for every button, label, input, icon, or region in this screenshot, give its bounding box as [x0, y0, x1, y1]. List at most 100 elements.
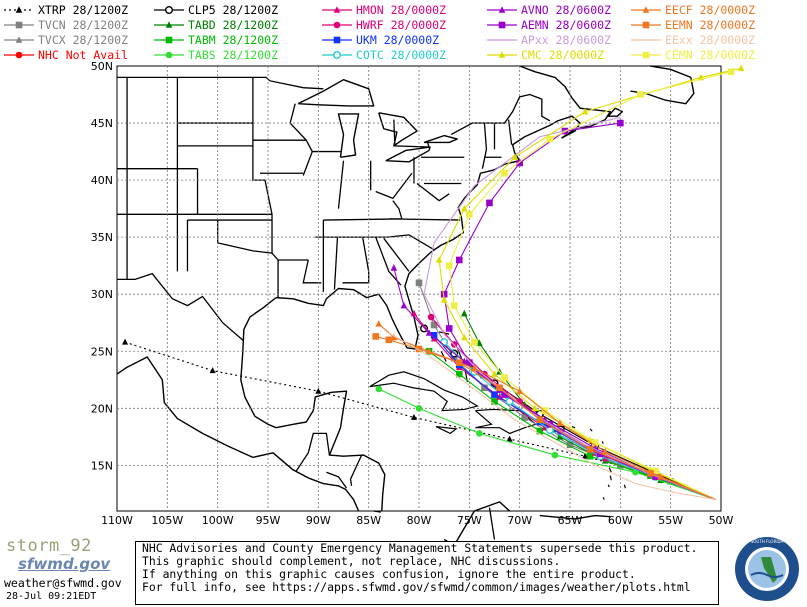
track-point-tabd	[476, 339, 483, 347]
track-point-cotc	[440, 338, 449, 347]
track-point-cemn	[466, 211, 473, 218]
legend-label: EEMN 28/0000Z	[665, 18, 756, 32]
track-apxx	[423, 116, 717, 501]
legend-label: TVCX 28/1200Z	[38, 33, 129, 47]
map-frame	[116, 65, 722, 512]
legend-swatch-nhc	[4, 51, 34, 59]
legend-marker-cemn	[642, 51, 650, 59]
track-point-tabd	[556, 433, 564, 440]
track-point-aemn	[516, 159, 523, 167]
legend-label: CEMN 28/0000Z	[665, 48, 756, 62]
track-point-xtrp	[209, 367, 216, 374]
disclaimer-line: For full info, see https://apps.sfwmd.go…	[142, 580, 691, 594]
lat-label: 30N	[91, 288, 113, 301]
track-point-cmc	[435, 256, 443, 263]
legend-label: AVNO 28/0600Z	[521, 3, 612, 17]
legend-swatch-xtrp	[4, 6, 34, 13]
border-line	[387, 234, 435, 251]
track-point-cmc	[461, 333, 468, 341]
island-outline	[571, 426, 576, 429]
track-point-avno	[425, 329, 433, 336]
track-point-xtrp	[315, 387, 322, 394]
track-line-eexx	[388, 332, 717, 501]
border-line	[295, 432, 331, 472]
lake-outline	[423, 134, 458, 144]
track-point-eecf	[390, 333, 398, 341]
track-point-tabm	[536, 427, 544, 435]
legend-label: TABS 28/1200Z	[188, 48, 279, 62]
legend-swatch-tabs	[154, 51, 184, 59]
track-point-cemn	[471, 338, 478, 346]
border-line	[326, 471, 348, 489]
lon-label: 90W	[306, 514, 331, 527]
island-outline	[474, 408, 537, 435]
lat-label: 25N	[91, 345, 113, 358]
track-point-eecf	[556, 419, 564, 426]
legend-swatch-cemn	[631, 51, 661, 59]
track-point-cmc	[440, 296, 448, 303]
legend-swatch-apxx	[487, 39, 517, 41]
track-point-xtrp	[122, 338, 129, 345]
legend-marker-tabs	[165, 51, 173, 59]
longitude-labels: 110W 105W 100W 95W 90W 85W 80W 75W 70W 65W 60W 55W 5…	[101, 514, 733, 527]
legend-marker-tvcx	[15, 36, 23, 43]
legend-swatch-eemn	[631, 21, 661, 29]
border-line	[302, 259, 322, 284]
legend-swatch-ukm	[322, 36, 352, 44]
sfwmd-logo-text: sfwmd.gov	[18, 555, 111, 573]
lon-label: 110W	[101, 514, 133, 527]
track-point-eemn	[586, 446, 594, 453]
track-point-tabm	[586, 452, 594, 460]
legend-swatch-tvcn	[4, 21, 34, 29]
legend-label: COTC 28/0000Z	[356, 48, 447, 62]
island-outline	[589, 428, 593, 432]
track-point-eecf	[516, 387, 523, 394]
track-point-tvcn	[415, 279, 423, 287]
legend-swatch-tabd	[154, 21, 184, 28]
model-tracks	[122, 64, 745, 501]
track-point-tabs	[476, 430, 483, 437]
track-point-avno	[461, 357, 468, 365]
track-line-apxx	[423, 116, 717, 501]
track-point-xtrp	[582, 452, 589, 459]
legend-swatch-clp5	[154, 5, 184, 14]
track-point-eecf	[375, 320, 383, 327]
track-point-tabm	[455, 370, 463, 378]
legend-marker-hmon	[333, 6, 341, 13]
legend-swatch-cmc	[487, 51, 517, 58]
track-point-cmc	[461, 204, 468, 212]
track-point-tvcn	[521, 414, 528, 421]
lake-outline	[385, 146, 431, 163]
border-line	[349, 454, 363, 486]
legend-label: APxx 28/0600Z	[521, 33, 612, 47]
coastline	[240, 297, 386, 512]
track-point-cemn	[637, 91, 644, 98]
legend-swatch-cotc	[322, 50, 352, 59]
lon-label: 75W	[457, 514, 482, 527]
track-point-aemn	[501, 391, 508, 398]
coastline	[116, 356, 360, 512]
legend-label: HWRF 28/0000Z	[356, 18, 447, 32]
storm-name: storm_92	[6, 536, 92, 556]
border-line	[488, 507, 496, 540]
track-point-tabs	[375, 385, 383, 393]
lat-label: 50N	[91, 60, 113, 73]
border-line	[117, 272, 245, 342]
disclaimer-line: NHC Advisories and County Emergency Mana…	[142, 541, 698, 555]
island-outline	[607, 484, 610, 488]
lake-outline	[297, 78, 375, 107]
track-point-cmc	[491, 370, 498, 377]
track-point-aemn	[652, 473, 659, 481]
contact-email: weather@sfwmd.gov	[4, 576, 122, 590]
border-line	[507, 119, 513, 145]
political-borders	[117, 76, 551, 540]
legend-label: TABD 28/1200Z	[188, 18, 279, 32]
track-point-aemn	[445, 325, 453, 332]
lon-label: 100W	[202, 514, 234, 527]
model-legend: XTRP 28/1200Z TVCN 28/1200Z TVCX 28/1200Z N…	[0, 0, 807, 64]
lon-label: 95W	[256, 514, 281, 527]
legend-marker-aemn	[498, 21, 506, 29]
track-point-cmc	[511, 153, 518, 161]
legend-marker-tabm	[165, 36, 173, 44]
track-point-tabd	[461, 309, 468, 317]
